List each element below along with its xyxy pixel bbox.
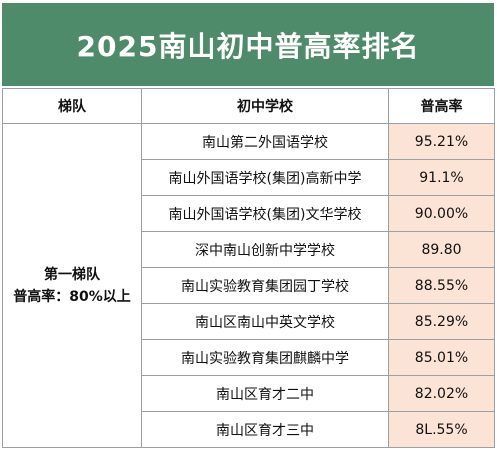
school-name: 深中南山创新中学学校 (141, 231, 389, 268)
school-name: 南山外国语学校(集团)高新中学 (141, 159, 389, 196)
rate-value: 8L.55% (388, 411, 495, 448)
table-row: 南山外国语学校(集团)文华学校 90.00% (3, 195, 495, 232)
table-header-row: 梯队 初中学校 普高率 (2, 88, 495, 124)
tier-cell: 第一梯队 普高率：80%以上 (2, 123, 142, 448)
school-name: 南山区育才二中 (141, 375, 389, 412)
school-name: 南山实验教育集团麒麟中学 (141, 339, 389, 376)
table-row: 南山区育才三中 8L.55% (3, 411, 495, 448)
rate-value: 85.29% (388, 303, 495, 340)
rate-value: 95.21% (388, 123, 495, 160)
table-row: 南山实验教育集团麒麟中学 85.01% (3, 339, 495, 376)
rate-value: 85.01% (388, 339, 495, 376)
table-row: 第一梯队 普高率：80%以上 南山第二外国语学校 95.21% (2, 123, 495, 448)
rate-value: 82.02% (388, 375, 495, 412)
school-name: 南山实验教育集团园丁学校 (141, 267, 389, 304)
table-row: 南山区育才二中 82.02% (3, 375, 495, 412)
table-row: 南山外国语学校(集团)高新中学 91.1% (3, 159, 495, 196)
table-row: 南山实验教育集团园丁学校 88.55% (3, 267, 495, 304)
rate-value: 89.80 (388, 231, 495, 268)
rate-value: 88.55% (388, 267, 495, 304)
header-rate: 普高率 (388, 88, 495, 124)
school-name: 南山外国语学校(集团)文华学校 (141, 195, 389, 232)
tier-name: 第一梯队 (44, 266, 100, 283)
rate-value: 91.1% (388, 159, 495, 196)
school-name: 南山第二外国语学校 (141, 123, 389, 160)
page-title: 2025南山初中普高率排名 (2, 3, 494, 86)
school-name: 南山区育才三中 (141, 411, 389, 448)
rate-value: 90.00% (388, 195, 495, 232)
ranking-table: 梯队 初中学校 普高率 第一梯队 普高率：80%以上 南山第二外国语学校 95.… (2, 88, 495, 448)
tier-criterion: 普高率：80%以上 (13, 288, 131, 305)
header-tier: 梯队 (2, 88, 142, 124)
table-row: 南山区南山中英文学校 85.29% (3, 303, 495, 340)
school-name: 南山区南山中英文学校 (141, 303, 389, 340)
table-row: 深中南山创新中学学校 89.80 (3, 231, 495, 268)
header-school: 初中学校 (141, 88, 389, 124)
